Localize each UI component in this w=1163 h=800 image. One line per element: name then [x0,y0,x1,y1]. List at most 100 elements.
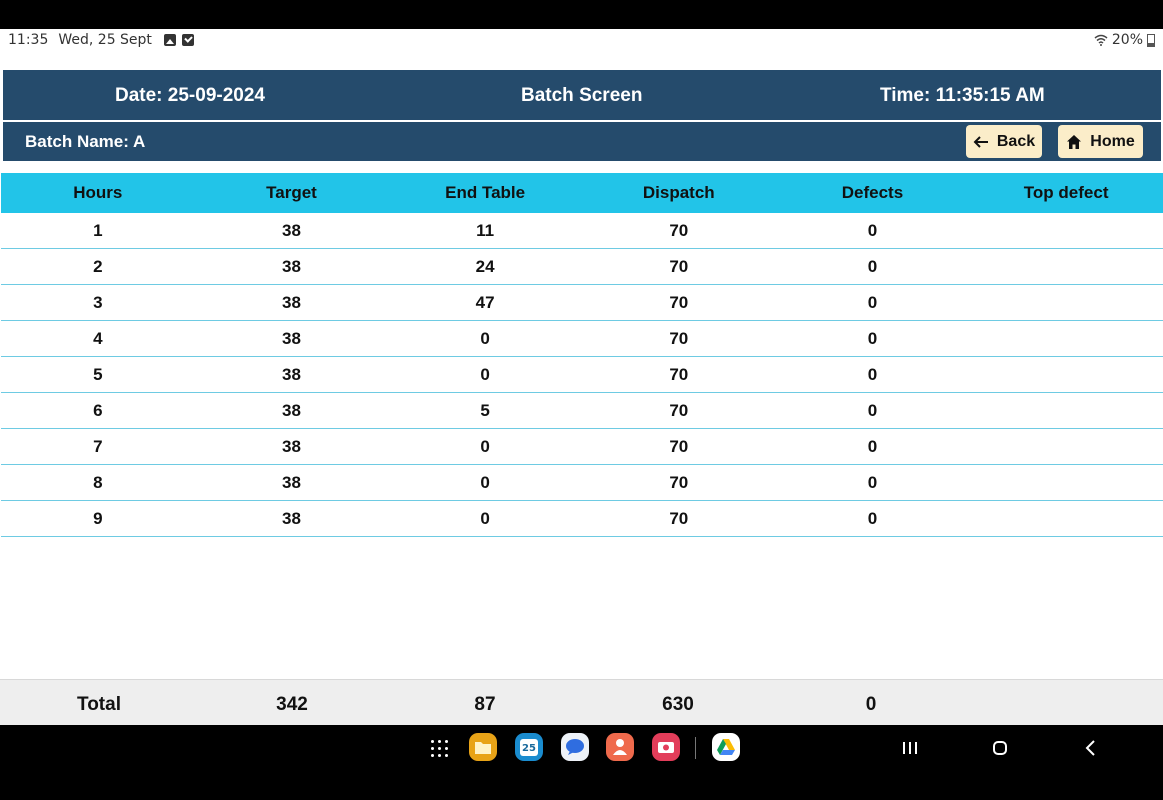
table-cell: 3 [1,284,195,321]
table-cell [969,392,1163,429]
wifi-icon [1094,34,1108,46]
column-header: Defects [775,173,970,213]
table-cell: 38 [194,392,389,429]
table-cell: 9 [1,500,195,537]
home-icon [1067,134,1082,149]
batch-table: Hours Target End Table Dispatch Defects … [1,173,1163,537]
column-header: Hours [1,173,195,213]
messages-icon[interactable] [561,733,589,761]
table-row: 3 38 47 70 0 [1,284,1163,321]
table-row: 5 38 0 70 0 [1,356,1163,393]
table-cell: 70 [581,248,776,285]
table-row: 6 38 5 70 0 [1,392,1163,429]
table-row: 8 38 0 70 0 [1,464,1163,501]
table-cell: 1 [1,213,195,249]
table-cell [969,320,1163,357]
top-black-bar [0,0,1163,29]
back-icon[interactable] [1079,737,1103,759]
table-header-row: Hours Target End Table Dispatch Defects … [1,173,1163,213]
table-cell: 6 [1,392,195,429]
time-label: Time: 11:35:15 AM [880,85,1045,106]
column-header: Top defect [969,173,1163,213]
apps-grid-icon[interactable] [431,740,449,758]
back-label: Back [996,132,1036,150]
table-cell: 0 [775,284,970,321]
table-cell: 70 [581,428,776,465]
batch-header: Batch Name: A Back Home [3,122,1161,161]
table-cell [969,500,1163,537]
table-cell: 38 [194,500,389,537]
calendar-icon[interactable]: 25 [515,733,543,761]
gallery-notification-icon [163,34,176,46]
navigation-bar: 25 [0,725,1163,800]
table-cell: 47 [388,284,582,321]
table-cell: 38 [194,464,389,501]
total-row: Total 342 87 630 0 [0,679,1163,726]
table-cell: 38 [194,213,389,249]
table-cell: 11 [388,213,582,249]
table-row: 7 38 0 70 0 [1,428,1163,465]
table-cell: 70 [581,284,776,321]
google-drive-icon[interactable] [712,733,740,761]
column-header: Target [194,173,389,213]
table-cell: 8 [1,464,195,501]
table-cell: 0 [388,356,582,393]
table-cell [969,248,1163,285]
table-cell [969,284,1163,321]
table-cell: 4 [1,320,195,357]
total-target: 342 [276,694,308,715]
date-label: Date: 25-09-2024 [115,85,265,106]
table-row: 1 38 11 70 0 [1,213,1163,249]
table-cell: 38 [194,356,389,393]
column-header: End Table [388,173,582,213]
status-time: 11:35 [8,32,49,48]
table-cell: 38 [194,428,389,465]
task-notification-icon [181,34,194,46]
calendar-day: 25 [520,738,538,756]
home-label: Home [1090,132,1135,150]
table-cell: 0 [775,356,970,393]
my-files-icon[interactable] [469,733,497,761]
table-cell: 2 [1,248,195,285]
camera-icon[interactable] [652,733,680,761]
table-cell: 70 [581,500,776,537]
arrow-left-icon [973,135,988,148]
column-header: Dispatch [581,173,776,213]
back-button[interactable]: Back [966,125,1042,158]
total-end-table: 87 [474,694,496,715]
table-row: 2 38 24 70 0 [1,248,1163,285]
batch-name: Batch Name: A [25,132,146,151]
table-cell [969,464,1163,501]
table-cell: 0 [775,248,970,285]
total-dispatch: 630 [662,694,694,715]
table-cell: 38 [194,284,389,321]
table-cell: 24 [388,248,582,285]
table-cell: 70 [581,464,776,501]
table-cell: 0 [775,500,970,537]
table-cell: 38 [194,248,389,285]
table-row: 4 38 0 70 0 [1,320,1163,357]
table-cell [969,213,1163,249]
table-cell: 70 [581,320,776,357]
table-cell: 0 [775,392,970,429]
recents-icon[interactable] [898,737,922,759]
table-row: 9 38 0 70 0 [1,500,1163,537]
battery-icon [1147,33,1155,47]
home-button[interactable]: Home [1058,125,1143,158]
total-label: Total [77,694,121,715]
table-cell: 0 [775,320,970,357]
status-bar: 11:35 Wed, 25 Sept 20% [0,29,1163,51]
table-cell: 7 [1,428,195,465]
table-cell: 0 [388,320,582,357]
home-icon[interactable] [988,737,1012,759]
status-date: Wed, 25 Sept [58,32,152,48]
table-cell: 0 [775,464,970,501]
table-cell: 5 [1,356,195,393]
page-title: Batch Screen [521,85,643,106]
contacts-icon[interactable] [606,733,634,761]
table-cell: 0 [775,428,970,465]
dock-separator [695,737,696,759]
total-defects: 0 [865,694,877,715]
table-cell: 5 [388,392,582,429]
table-cell: 38 [194,320,389,357]
